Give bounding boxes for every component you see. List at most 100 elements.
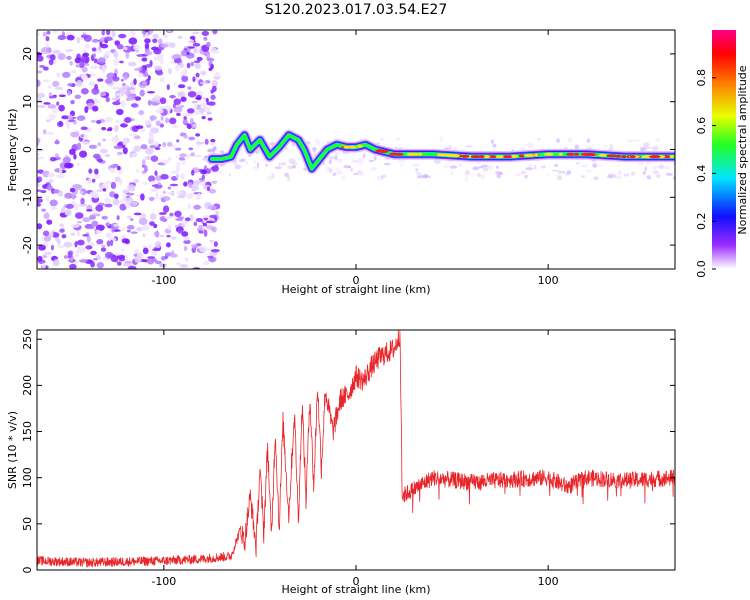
hot-spot — [478, 155, 485, 159]
noise-speckle — [134, 248, 140, 254]
noise-speckle-region — [37, 30, 675, 269]
noise-speckle — [193, 60, 201, 64]
noise-speckle — [121, 238, 129, 244]
noise-speckle — [94, 229, 101, 234]
noise-speckle — [175, 218, 184, 221]
noise-speckle — [90, 261, 95, 268]
noise-speckle — [94, 101, 98, 107]
noise-speckle — [104, 78, 113, 84]
noise-speckle — [211, 80, 218, 88]
spectrogram-ytick-label: -20 — [21, 236, 34, 254]
noise-speckle — [206, 111, 212, 115]
faint-speckle — [288, 158, 296, 164]
faint-speckle — [633, 139, 640, 142]
noise-speckle — [49, 206, 58, 211]
noise-speckle — [57, 34, 67, 41]
noise-speckle — [68, 119, 75, 123]
noise-speckle — [206, 41, 211, 48]
noise-speckle — [100, 91, 107, 97]
noise-speckle — [80, 126, 88, 131]
noise-speckle — [42, 66, 49, 71]
noise-speckle — [120, 79, 124, 82]
faint-speckle — [655, 174, 661, 178]
noise-speckle — [64, 192, 73, 199]
noise-speckle — [125, 89, 132, 97]
noise-speckle — [104, 203, 113, 208]
noise-speckle — [58, 104, 65, 112]
noise-speckle — [185, 153, 192, 159]
noise-speckle — [170, 253, 178, 258]
noise-speckle — [92, 208, 97, 214]
noise-speckle — [53, 259, 60, 267]
noise-speckle — [93, 98, 98, 102]
noise-speckle — [67, 82, 73, 87]
noise-speckle — [115, 108, 124, 116]
noise-speckle — [169, 117, 177, 125]
faint-speckle — [245, 160, 248, 166]
faint-speckle — [357, 170, 362, 174]
noise-speckle — [96, 238, 104, 245]
faint-speckle — [524, 174, 528, 179]
noise-speckle — [64, 210, 70, 216]
noise-speckle — [195, 218, 203, 223]
faint-speckle — [604, 144, 608, 149]
noise-speckle — [168, 67, 172, 75]
noise-speckle — [158, 234, 165, 238]
noise-speckle — [177, 216, 185, 219]
noise-speckle — [93, 257, 98, 261]
noise-speckle — [69, 61, 73, 66]
noise-speckle — [205, 52, 211, 59]
hot-spot — [574, 152, 579, 156]
noise-speckle — [37, 255, 43, 262]
noise-speckle — [193, 192, 202, 195]
noise-speckle — [186, 193, 194, 198]
faint-speckle — [626, 139, 634, 143]
noise-speckle — [39, 65, 45, 68]
colorbar-tick-label: 0.4 — [695, 165, 708, 183]
noise-speckle — [101, 215, 108, 220]
noise-speckle — [80, 197, 85, 205]
faint-speckle — [376, 175, 382, 181]
noise-speckle — [111, 30, 116, 38]
faint-speckle — [444, 163, 450, 169]
noise-speckle — [166, 84, 170, 91]
noise-speckle — [210, 94, 216, 100]
noise-speckle — [37, 198, 43, 204]
noise-speckle — [192, 76, 196, 83]
noise-speckle — [122, 147, 128, 155]
faint-speckle — [416, 172, 422, 175]
noise-speckle — [177, 35, 183, 40]
faint-speckle — [492, 143, 497, 148]
noise-speckle — [183, 134, 188, 139]
noise-speckle — [44, 235, 52, 242]
noise-speckle — [101, 65, 107, 74]
noise-speckle — [203, 36, 208, 41]
noise-speckle — [156, 70, 164, 76]
noise-speckle — [126, 225, 135, 230]
noise-speckle — [45, 43, 50, 49]
noise-speckle — [86, 209, 93, 212]
noise-speckle — [121, 227, 126, 232]
noise-speckle — [105, 251, 114, 259]
noise-speckle — [48, 178, 55, 183]
noise-speckle — [174, 210, 182, 218]
faint-speckle — [380, 137, 385, 141]
noise-speckle — [116, 215, 120, 221]
noise-speckle — [81, 66, 88, 73]
noise-speckle — [167, 191, 175, 195]
faint-speckle — [313, 150, 316, 156]
noise-speckle — [176, 139, 180, 143]
faint-speckle — [607, 148, 614, 151]
noise-speckle — [72, 184, 82, 189]
hot-spot — [406, 152, 414, 156]
noise-speckle — [85, 245, 93, 250]
noise-speckle — [127, 215, 132, 219]
noise-speckle — [149, 115, 157, 121]
noise-speckle — [187, 86, 192, 90]
noise-speckle — [157, 38, 163, 45]
noise-speckle — [166, 141, 173, 147]
noise-speckle — [87, 226, 95, 230]
noise-speckle — [130, 103, 138, 108]
noise-speckle — [81, 73, 88, 81]
